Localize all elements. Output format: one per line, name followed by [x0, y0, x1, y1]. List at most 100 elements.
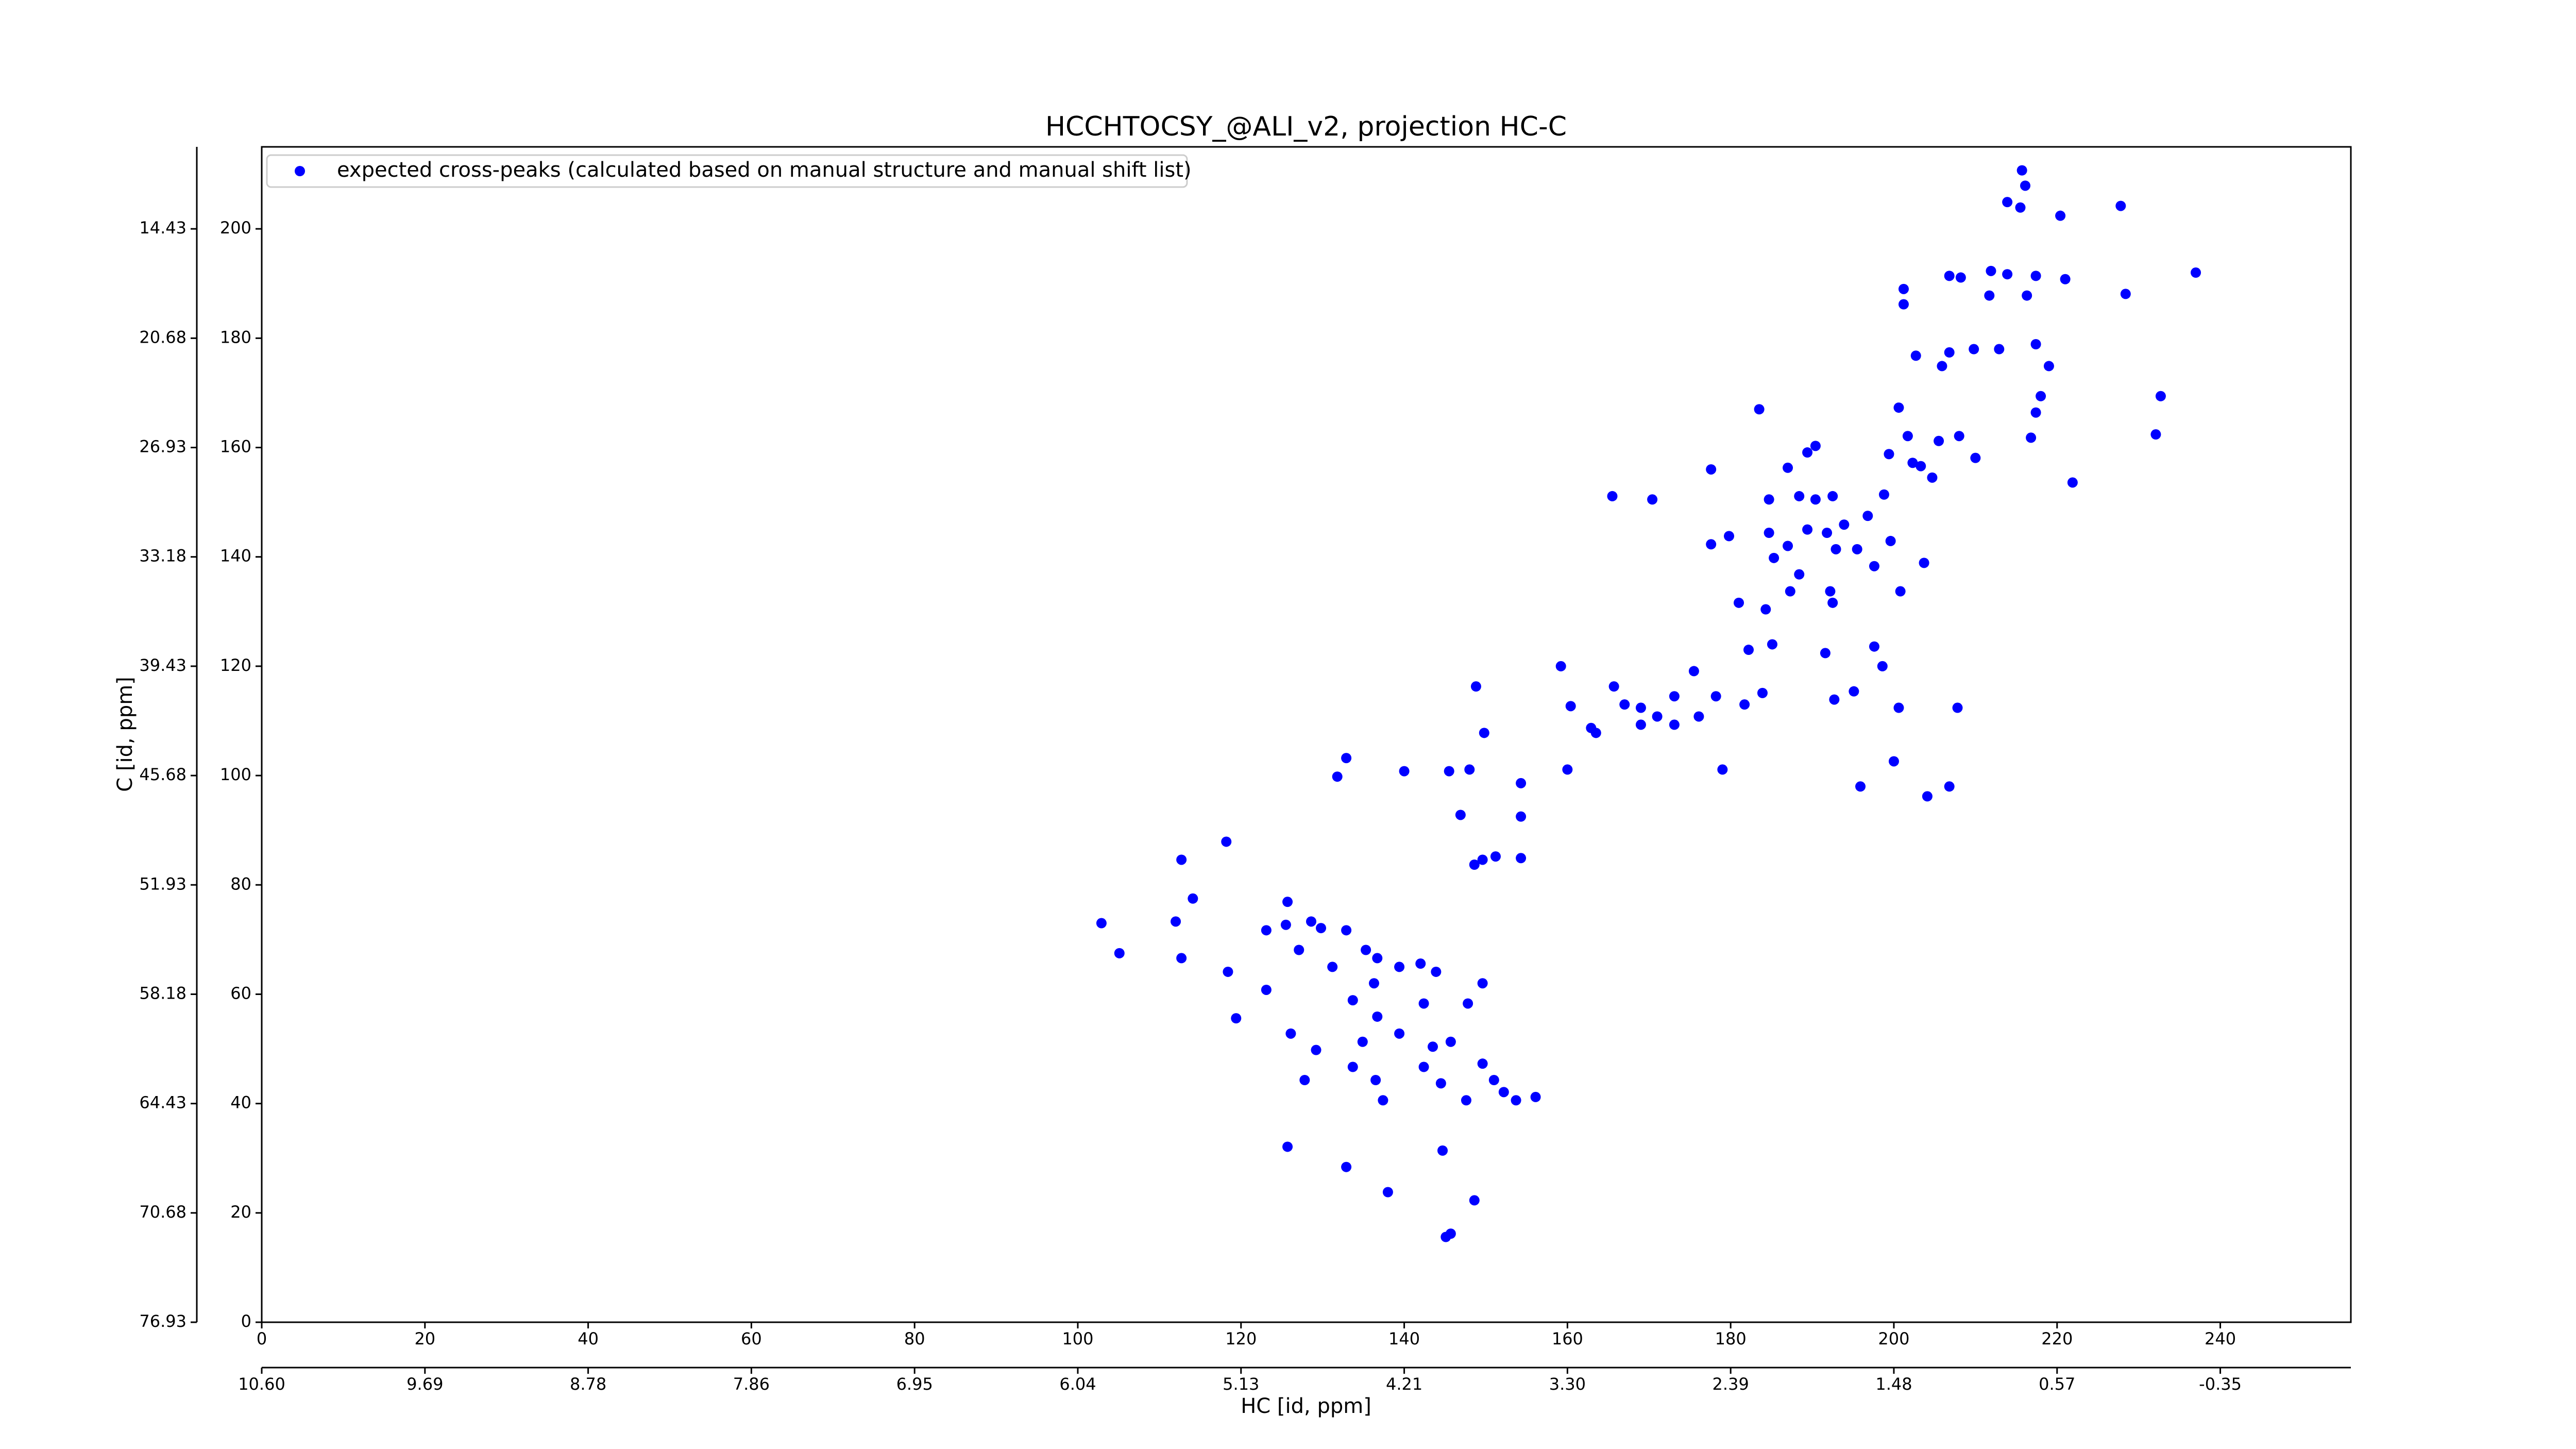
- cross-peak: [1916, 461, 1926, 471]
- cross-peak: [1849, 686, 1859, 697]
- cross-peak: [1710, 691, 1721, 702]
- cross-peak: [1944, 781, 1955, 792]
- cross-peak: [1785, 586, 1795, 597]
- cross-peak: [2067, 477, 2078, 488]
- cross-peak: [2043, 361, 2054, 372]
- x-tick-label: 160: [1552, 1329, 1583, 1349]
- x2-tick-label: 9.69: [406, 1374, 443, 1394]
- cross-peak: [1096, 918, 1107, 929]
- cross-peak: [1652, 711, 1663, 722]
- x2-tick-label: 8.78: [570, 1374, 606, 1394]
- cross-peak: [1555, 661, 1566, 671]
- y-tick-label: 160: [220, 437, 251, 457]
- x2-tick-label: 5.13: [1223, 1374, 1259, 1394]
- y-tick-label: 80: [230, 874, 251, 894]
- cross-peak: [1760, 604, 1771, 615]
- cross-peak: [1607, 491, 1618, 501]
- x2-tick-label: 3.30: [1549, 1374, 1586, 1394]
- cross-peak: [1261, 984, 1272, 995]
- cross-peak: [1347, 1062, 1358, 1072]
- cross-peak: [1498, 1087, 1509, 1098]
- cross-peak: [1907, 458, 1918, 468]
- x2-tick-label: -0.35: [2199, 1374, 2242, 1394]
- legend-label: expected cross-peaks (calculated based o…: [337, 158, 1192, 182]
- cross-peak: [1831, 544, 1841, 554]
- series-points: [1096, 165, 2201, 1242]
- cross-peak: [1188, 893, 1198, 904]
- cross-peak: [1635, 702, 1646, 713]
- y2-tick-label: 76.93: [139, 1311, 187, 1331]
- cross-peak: [1994, 344, 2005, 355]
- cross-peak: [1825, 586, 1836, 597]
- cross-peak: [1893, 702, 1904, 713]
- cross-peak: [1885, 535, 1896, 546]
- cross-peak: [1440, 1232, 1451, 1242]
- cross-peak: [1952, 702, 1963, 713]
- plot-frame: [261, 146, 2352, 1323]
- cross-peak: [1316, 923, 1327, 934]
- cross-peak: [1783, 462, 1793, 473]
- cross-peak: [1839, 519, 1850, 530]
- cross-peak: [1898, 283, 1909, 294]
- cross-peak: [1378, 1095, 1388, 1106]
- x-tick-label: 180: [1715, 1329, 1747, 1349]
- chart-title: HCCHTOCSY_@ALI_v2, projection HC-C: [1045, 111, 1567, 142]
- y-axis-label: C [id, ppm]: [113, 677, 137, 792]
- cross-peak: [1608, 681, 1619, 692]
- x2-tick-label: 6.95: [896, 1374, 933, 1394]
- cross-peak: [2060, 274, 2071, 284]
- cross-peak: [1827, 597, 1838, 608]
- cross-peak: [1464, 764, 1475, 775]
- cross-peak: [1372, 1011, 1383, 1022]
- y2-tick-label: 20.68: [139, 327, 187, 347]
- cross-peak: [1688, 666, 1699, 677]
- cross-peak: [1341, 1161, 1352, 1172]
- cross-peak: [1176, 854, 1187, 865]
- cross-peak: [1862, 511, 1873, 521]
- cross-peak: [1944, 347, 1955, 358]
- cross-peak: [1282, 1141, 1293, 1152]
- cross-peak: [2030, 407, 2041, 418]
- cross-peak: [1757, 687, 1768, 698]
- cross-peak: [1888, 756, 1899, 767]
- y2-tick-label: 64.43: [139, 1093, 187, 1113]
- cross-peak: [1444, 766, 1454, 777]
- x-axis-label: HC [id, ppm]: [1241, 1394, 1371, 1418]
- x2-tick-label: 10.60: [238, 1374, 285, 1394]
- x-tick-label: 100: [1062, 1329, 1093, 1349]
- x-tick-label: 80: [904, 1329, 925, 1349]
- cross-peak: [1927, 472, 1938, 483]
- cross-peak: [1869, 561, 1879, 571]
- y2-tick-label: 33.18: [139, 546, 187, 566]
- y-tick-label: 40: [230, 1093, 251, 1113]
- cross-peak: [1706, 464, 1717, 475]
- cross-peak: [2022, 290, 2032, 301]
- cross-peak: [1231, 1013, 1242, 1024]
- cross-peak: [1769, 552, 1780, 563]
- y-tick-label: 60: [230, 983, 251, 1003]
- cross-peak: [1910, 350, 1921, 361]
- cross-peak: [1368, 978, 1379, 989]
- cross-peak: [1717, 764, 1728, 775]
- cross-peak: [1418, 1062, 1429, 1072]
- x2-tick-label: 1.48: [1875, 1374, 1912, 1394]
- x-tick-label: 0: [257, 1329, 267, 1349]
- legend-marker: [295, 166, 305, 176]
- cross-peak: [1586, 722, 1597, 733]
- cross-peak: [1285, 1028, 1296, 1039]
- cross-peak: [2016, 165, 2027, 176]
- cross-peak: [1445, 1036, 1456, 1047]
- cross-peak: [2191, 267, 2201, 278]
- x2-tick-label: 0.57: [2039, 1374, 2075, 1394]
- x-tick-label: 140: [1388, 1329, 1420, 1349]
- cross-peak: [1822, 528, 1833, 538]
- y-tick-label: 20: [230, 1202, 251, 1222]
- cross-peak: [1332, 771, 1343, 782]
- cross-peak: [1171, 916, 1181, 927]
- cross-peak: [1418, 998, 1429, 1009]
- cross-peak: [1306, 916, 1317, 927]
- cross-peak: [1516, 811, 1527, 822]
- y-tick-label: 140: [220, 546, 251, 566]
- cross-peak: [2015, 202, 2026, 213]
- cross-peak: [1635, 719, 1646, 730]
